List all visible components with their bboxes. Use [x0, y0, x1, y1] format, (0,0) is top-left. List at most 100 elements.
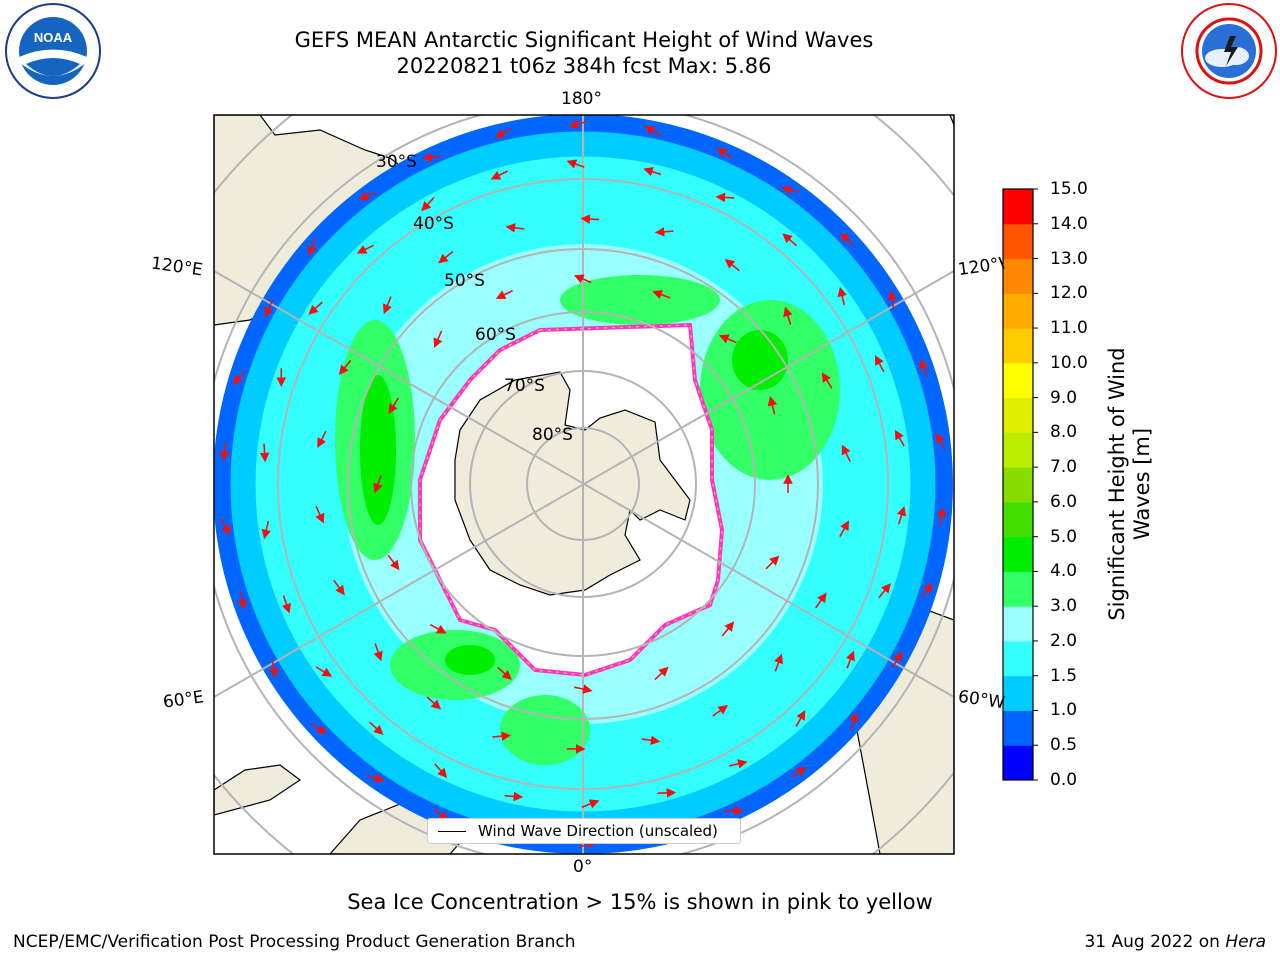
wind-wave-arrow [795, 710, 806, 727]
wind-wave-arrow [232, 369, 246, 385]
colorbar-tick-label: 9.0 [1050, 387, 1078, 408]
colorbar-segment [1003, 710, 1033, 746]
colorbar-segment [1003, 745, 1033, 781]
colorbar-segment [1003, 293, 1033, 329]
wind-wave-arrow [767, 396, 778, 415]
wind-wave-arrow [887, 290, 897, 309]
colorbar-segment [1003, 189, 1033, 225]
wind-wave-arrow [494, 127, 512, 138]
wind-wave-arrow [338, 359, 352, 376]
wind-wave-arrow [259, 443, 270, 463]
colorbar-tick-label: 15.0 [1050, 179, 1088, 199]
footer-date-text: 31 Aug 2022 on [1084, 932, 1226, 952]
wind-wave-arrow [821, 372, 833, 389]
wind-wave-arrow [373, 643, 383, 662]
colorbar-segment [1003, 223, 1033, 260]
footer-credit: NCEP/EMC/Verification Post Processing Pr… [13, 932, 576, 952]
lat-label-60s: 60°S [475, 325, 516, 345]
wind-wave-arrow [497, 666, 512, 680]
wind-wave-arrow [837, 286, 847, 306]
map-legend: Wind Wave Direction (unscaled) [427, 818, 741, 844]
wind-wave-arrow [388, 397, 399, 414]
noaa-logo-text: NOAA [34, 30, 73, 45]
wind-wave-arrow [840, 232, 855, 247]
colorbar-label: Significant Height of Wind Waves [m] [1105, 347, 1154, 621]
wind-wave-arrow [815, 592, 827, 609]
wind-wave-arrow [790, 766, 807, 779]
lon-label-180: 180° [561, 89, 602, 109]
wind-wave-arrow [492, 731, 512, 741]
wind-wave-arrow [774, 653, 784, 672]
footer-date: 31 Aug 2022 on Hera [1084, 932, 1266, 952]
wind-wave-arrow [387, 554, 400, 571]
wind-wave-arrow [845, 650, 855, 669]
wind-wave-arrow [317, 430, 327, 448]
colorbar-tick-label: 4.0 [1050, 561, 1078, 582]
colorbar-tick-label: 2.0 [1050, 630, 1078, 651]
wind-wave-arrow [422, 152, 442, 162]
wind-wave-arrow [765, 555, 780, 570]
caption: Sea Ice Concentration > 15% is shown in … [347, 890, 933, 914]
wind-wave-arrow [382, 296, 392, 315]
legend-line-icon [438, 831, 466, 832]
wind-wave-arrow [652, 290, 671, 300]
noaa-logo-icon: NOAA [5, 3, 101, 99]
colorbar-tick-label: 11.0 [1050, 318, 1088, 339]
wind-wave-arrow [654, 666, 669, 681]
wind-wave-arrow [782, 233, 798, 247]
wind-wave-arrow [841, 444, 851, 462]
colorbar-segment [1003, 362, 1033, 399]
lat-label-70s: 70°S [504, 376, 545, 396]
wind-wave-arrow [724, 806, 744, 816]
wind-wave-arrow [426, 696, 442, 710]
colorbar-segment [1003, 606, 1033, 642]
wind-wave-arrow [237, 590, 247, 610]
wind-wave-arrow [366, 773, 385, 783]
wind-wave-arrow [373, 475, 383, 494]
wind-wave-arrow [220, 518, 231, 536]
wind-wave-arrow [495, 289, 513, 300]
legend-label: Wind Wave Direction (unscaled) [478, 822, 718, 840]
wind-wave-arrow [333, 579, 345, 596]
wind-wave-arrow [573, 274, 592, 284]
wind-wave-arrow [307, 238, 317, 257]
colorbar-segment [1003, 328, 1033, 364]
colorbar-tick-label: 6.0 [1050, 491, 1078, 512]
wind-wave-arrow [219, 442, 230, 461]
wind-wave-arrow [891, 651, 903, 668]
wind-wave-arrow [878, 583, 891, 599]
wind-wave-arrow [268, 659, 279, 678]
wind-wave-arrow [724, 258, 740, 272]
wind-wave-arrow [434, 763, 448, 779]
map-frame [213, 114, 955, 855]
nws-logo-icon [1181, 3, 1277, 99]
graticule [214, 115, 954, 854]
wind-wave-arrow [716, 147, 733, 159]
wind-wave-arrow [935, 432, 946, 450]
wind-wave-arrow [718, 334, 737, 344]
colorbar-tick-label: 0.5 [1050, 735, 1078, 756]
wind-wave-arrow [781, 185, 800, 195]
colorbar-tick-label: 14.0 [1050, 213, 1088, 234]
wind-wave-arrow [358, 190, 376, 201]
wind-wave-arrow [581, 799, 600, 809]
wind-wave-arrow [849, 711, 859, 731]
wind-wave-arrow [438, 250, 454, 264]
wind-wave-arrow [919, 358, 929, 377]
antarctica-landmass [454, 371, 691, 596]
colorbar-tick-label: 7.0 [1050, 457, 1078, 478]
wind-wave-arrow [315, 666, 333, 677]
colorbar-tick-label: 12.0 [1050, 283, 1088, 304]
wind-wave-arrow [490, 170, 508, 180]
colorbar [1002, 188, 1038, 781]
wind-wave-arrow [568, 119, 588, 129]
footer-machine: Hera [1225, 932, 1266, 952]
wind-wave-arrow [643, 167, 662, 177]
wind-wave-arrow [874, 355, 885, 373]
wind-wave-arrows [219, 119, 947, 849]
wind-wave-arrow [712, 705, 729, 717]
wind-wave-arrow [421, 196, 435, 212]
lat-label-30s: 30°S [376, 152, 417, 172]
wind-wave-arrow [261, 520, 271, 540]
